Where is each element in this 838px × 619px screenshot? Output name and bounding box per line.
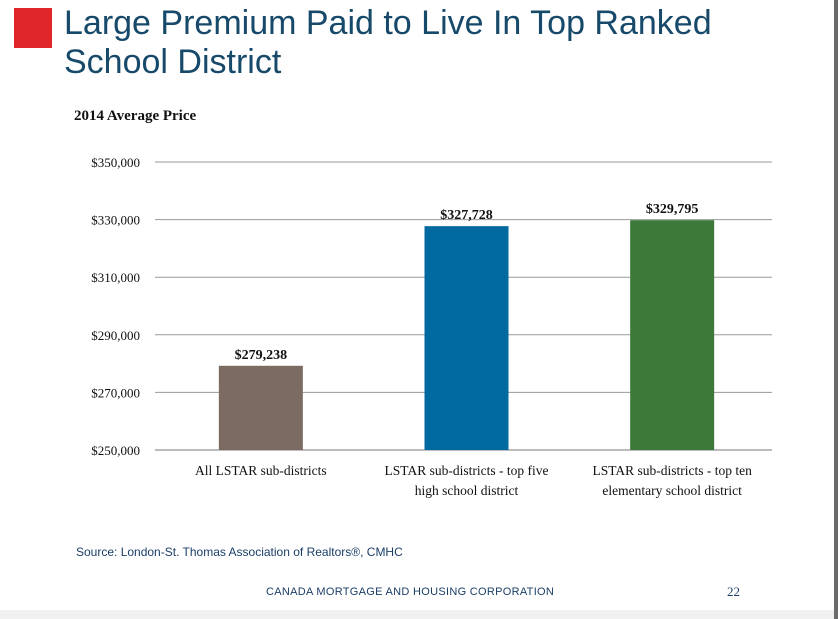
slide-title: Large Premium Paid to Live In Top Ranked… <box>64 4 712 81</box>
chart-title: 2014 Average Price <box>74 108 197 124</box>
y-axis-ticks: $250,000 $270,000 $290,000 $310,000 $330,000… <box>91 155 140 458</box>
y-tick-label: $310,000 <box>91 270 140 285</box>
page-number: 22 <box>727 584 740 599</box>
bar <box>424 226 509 450</box>
bars <box>218 220 715 450</box>
category-label: LSTAR sub-districts - top ten <box>592 463 752 478</box>
data-labels: $279,238 $327,728 $329,795 <box>235 202 699 363</box>
data-label: $329,795 <box>646 202 699 217</box>
category-label: high school district <box>415 483 519 498</box>
bottom-strip <box>0 610 834 619</box>
category-label: All LSTAR sub-districts <box>195 463 327 478</box>
bar-chart: $250,000 $270,000 $290,000 $310,000 $330,000… <box>91 155 772 498</box>
data-label: $279,238 <box>235 348 288 363</box>
bar <box>630 220 715 450</box>
category-label: LSTAR sub-districts - top five <box>385 463 549 478</box>
source-note: Source: London-St. Thomas Association of… <box>76 545 403 559</box>
data-label: $327,728 <box>440 208 493 223</box>
bar <box>218 365 303 450</box>
y-tick-label: $270,000 <box>91 385 140 400</box>
y-tick-label: $250,000 <box>91 443 140 458</box>
y-tick-label: $350,000 <box>91 155 140 170</box>
category-label: elementary school district <box>602 483 742 498</box>
x-axis-categories: All LSTAR sub-districts LSTAR sub-distric… <box>195 463 752 498</box>
accent-square <box>14 8 52 48</box>
y-tick-label: $290,000 <box>91 328 140 343</box>
y-tick-label: $330,000 <box>91 213 140 228</box>
footer-text: CANADA MORTGAGE AND HOUSING CORPORATION <box>266 586 555 598</box>
